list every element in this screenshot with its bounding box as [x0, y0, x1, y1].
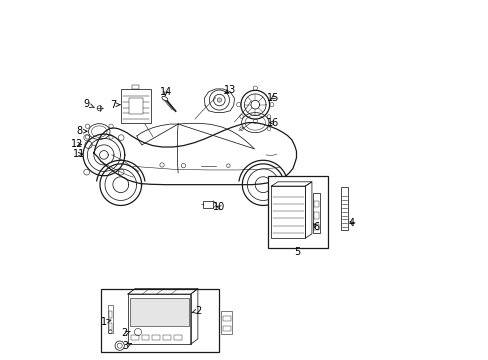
Text: 10: 10	[213, 202, 225, 212]
Bar	[314, 201, 318, 207]
Bar	[128, 98, 142, 114]
Bar	[203, 201, 213, 208]
Bar	[142, 335, 149, 340]
Bar	[163, 335, 171, 340]
Bar	[313, 193, 319, 233]
Text: 1: 1	[101, 317, 111, 327]
Circle shape	[217, 98, 221, 102]
Bar	[221, 311, 231, 334]
Text: 6: 6	[312, 222, 319, 231]
Bar	[222, 325, 230, 331]
Text: 5: 5	[294, 247, 300, 257]
Text: 11: 11	[73, 149, 85, 159]
Bar	[267, 176, 327, 248]
Text: 2: 2	[121, 328, 130, 338]
Text: 3: 3	[122, 341, 131, 351]
Bar	[108, 311, 112, 318]
Bar	[128, 294, 190, 344]
Text: 9: 9	[83, 99, 94, 109]
Bar	[314, 224, 318, 230]
Bar	[131, 335, 139, 340]
Text: 14: 14	[159, 87, 171, 97]
Text: 13: 13	[224, 85, 236, 95]
Bar	[108, 323, 112, 330]
Bar	[152, 335, 160, 340]
Text: 15: 15	[266, 93, 279, 103]
Bar	[101, 289, 219, 352]
Bar	[131, 85, 139, 89]
Text: 4: 4	[348, 218, 354, 228]
Text: 7: 7	[110, 100, 120, 110]
Bar	[107, 305, 113, 333]
Bar	[222, 316, 230, 321]
Bar	[129, 298, 188, 325]
Text: 12: 12	[70, 139, 82, 149]
Text: 8: 8	[76, 126, 87, 136]
Text: 2: 2	[191, 306, 201, 316]
Text: 16: 16	[266, 118, 279, 128]
Bar	[341, 187, 347, 230]
Bar	[314, 212, 318, 219]
Bar	[121, 89, 151, 123]
Bar	[271, 186, 305, 238]
Bar	[174, 335, 182, 340]
